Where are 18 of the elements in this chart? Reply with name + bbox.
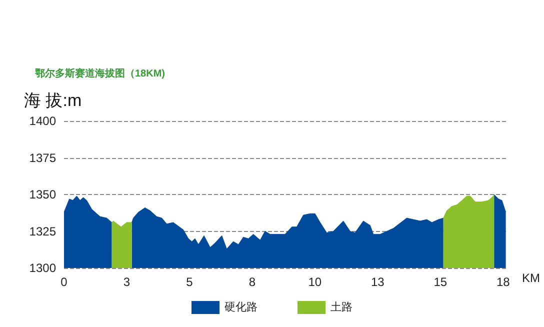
x-tick-label: 10	[308, 275, 322, 289]
x-tick-label: 15	[434, 275, 448, 289]
legend-label: 土路	[330, 300, 352, 314]
x-tick-label: 13	[370, 275, 385, 289]
legend-label: 硬化路	[224, 302, 258, 314]
x-axis-title: KM	[522, 271, 540, 285]
y-axis-title: 海 拔:m	[24, 91, 82, 110]
x-tick-label: 5	[186, 275, 194, 289]
chart-title: 鄂尔多斯赛道海拔图（18KM)	[35, 68, 166, 80]
y-tick-label: 1400	[29, 114, 56, 128]
x-tick-label: 0	[60, 275, 68, 289]
x-tick-label: 18	[496, 275, 510, 289]
x-tick-label: 8	[248, 275, 256, 289]
y-tick-label: 1375	[29, 150, 56, 165]
y-tick-label: 1325	[29, 224, 56, 238]
x-tick-label: 3	[123, 275, 130, 289]
y-tick-label: 1350	[29, 188, 56, 202]
y-tick-label: 1300	[29, 261, 56, 275]
